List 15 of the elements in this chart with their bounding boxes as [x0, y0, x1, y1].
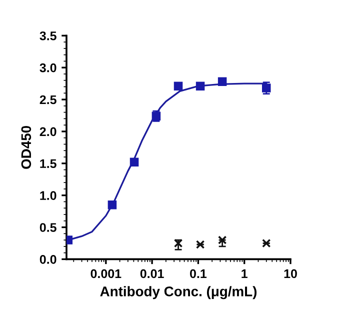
x-tick-label: 10: [284, 269, 297, 278]
x-tick-label: 0.01: [140, 269, 164, 278]
y-tick-label: 3.0: [40, 63, 56, 72]
x-tick-label: 1: [242, 269, 248, 278]
y-tick-label: 0.0: [40, 255, 56, 264]
y-axis-title: OD450: [21, 126, 32, 169]
y-tick-label: 0.5: [40, 223, 56, 232]
y-tick-label: 3.5: [40, 31, 56, 40]
y-tick-label: 1.5: [40, 159, 56, 168]
x-tick-label: 0.1: [190, 269, 207, 278]
y-tick-label: 2.0: [40, 127, 56, 136]
x-axis-title: Antibody Conc. (μg/mL): [100, 286, 257, 300]
y-tick-label: 1.0: [40, 191, 56, 200]
y-tick-label: 2.5: [40, 95, 56, 104]
x-tick-label: 0.001: [90, 269, 122, 278]
